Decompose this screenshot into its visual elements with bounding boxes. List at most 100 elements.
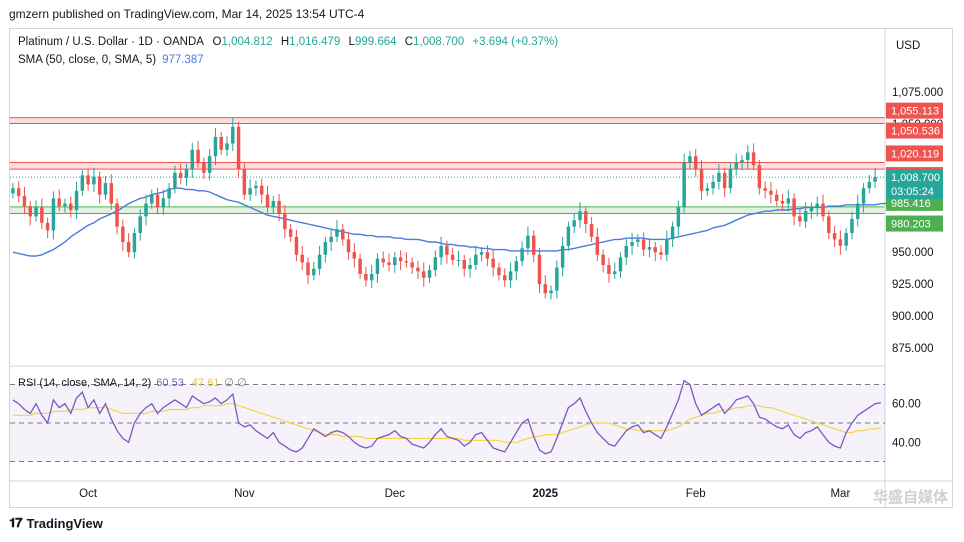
candle-body: [670, 226, 675, 240]
candle: [173, 165, 177, 194]
candle: [584, 206, 588, 233]
sma-line-layer: [12, 187, 887, 257]
candle-body: [51, 198, 56, 231]
candle-body: [566, 226, 571, 246]
candle-body: [653, 247, 657, 253]
candle-body: [11, 188, 15, 194]
candle: [693, 149, 698, 177]
candle-body: [433, 257, 438, 271]
candle: [369, 265, 374, 289]
candle: [126, 233, 131, 258]
candle: [40, 198, 44, 230]
candle-body: [578, 211, 582, 221]
candle-body: [312, 268, 316, 276]
candle: [248, 179, 252, 201]
legend-sma[interactable]: SMA (50, close, 0, SMA, 5) 977.387: [18, 54, 204, 66]
candle-body: [387, 262, 391, 265]
candle-body: [393, 257, 397, 265]
candle: [740, 154, 744, 171]
candle-body: [491, 258, 495, 268]
candle-body: [468, 265, 472, 269]
candle-body: [92, 176, 96, 185]
candle-body: [711, 181, 715, 189]
candle-body: [109, 183, 114, 204]
candle-body: [526, 235, 530, 249]
candle-body: [479, 252, 484, 255]
candle-body: [398, 257, 403, 262]
candle: [219, 131, 223, 155]
candle: [728, 161, 733, 194]
legend-rsi[interactable]: RSI (14, close, SMA, 14, 2) 60.53 47.61 ∅ …: [18, 377, 247, 389]
candle: [578, 202, 582, 228]
candle-body: [45, 222, 50, 231]
time-tick-label: Dec: [385, 488, 406, 500]
tradingview-footer[interactable]: 𝟏𝟕 TradingView: [9, 515, 103, 531]
candle: [433, 250, 438, 277]
candle: [167, 183, 171, 208]
candle-body: [126, 241, 131, 253]
candle: [115, 198, 119, 235]
candle-body: [734, 162, 738, 169]
candle: [63, 198, 67, 213]
candle: [16, 181, 21, 203]
candle: [867, 174, 872, 194]
candle-body: [16, 188, 21, 196]
publisher-header: gmzern published on TradingView.com, Mar…: [9, 7, 365, 21]
candle-body: [213, 137, 218, 157]
candle: [323, 236, 328, 263]
candle: [809, 202, 814, 219]
chart-svg[interactable]: 60.00 40.00 1,075.0001,050.0001,025.0001,…: [10, 29, 952, 507]
candle: [560, 236, 565, 277]
level-label: 1,055.113: [891, 106, 939, 118]
candle-body: [121, 226, 125, 242]
legend-symbol[interactable]: Platinum / U.S. Dollar · 1D · OANDA O1,0…: [18, 36, 558, 48]
candle-body: [369, 273, 374, 281]
candle-body: [815, 203, 819, 208]
currency-label[interactable]: USD: [896, 40, 920, 52]
candle: [531, 230, 536, 263]
candle: [393, 252, 397, 273]
candle: [236, 121, 241, 178]
candle-body: [676, 207, 681, 227]
candle-body: [665, 239, 669, 255]
candle: [445, 240, 449, 264]
candle: [74, 181, 79, 219]
candle-body: [271, 201, 276, 208]
candle-body: [572, 220, 576, 227]
candle-body: [867, 181, 872, 189]
candle: [682, 153, 686, 213]
candle: [514, 256, 519, 281]
candle: [358, 253, 362, 280]
candle: [786, 189, 791, 212]
time-tick-label: Feb: [686, 488, 706, 500]
grid: [10, 29, 952, 507]
candle-body: [624, 245, 629, 258]
candle-body: [456, 259, 461, 261]
candle-body: [335, 229, 339, 237]
candle: [543, 275, 548, 299]
candle-body: [798, 216, 802, 222]
candle-body: [34, 207, 38, 217]
candle-body: [555, 267, 559, 291]
rsi-sma-line: [12, 403, 882, 443]
time-axis: Oct Nov Dec 2025 Feb Mar: [79, 488, 850, 500]
candle-body: [225, 143, 229, 150]
candle: [526, 226, 530, 255]
candle-body: [57, 198, 61, 207]
candle: [45, 217, 50, 239]
candle-body: [746, 152, 750, 161]
last-price-label-bg: [886, 169, 943, 200]
candle-body: [641, 239, 646, 250]
level-label: 1,020.119: [891, 148, 939, 160]
chart-frame[interactable]: 60.00 40.00 1,075.0001,050.0001,025.0001,…: [9, 28, 953, 508]
candle: [375, 253, 380, 283]
candle-body: [717, 172, 721, 182]
candle-body: [427, 270, 432, 278]
candle-body: [381, 258, 385, 263]
candle: [757, 160, 762, 195]
candle: [763, 181, 767, 199]
last-price-label: 1,008.700: [891, 172, 940, 184]
candle-body: [329, 236, 333, 242]
candle: [51, 191, 56, 240]
candle: [254, 180, 258, 196]
